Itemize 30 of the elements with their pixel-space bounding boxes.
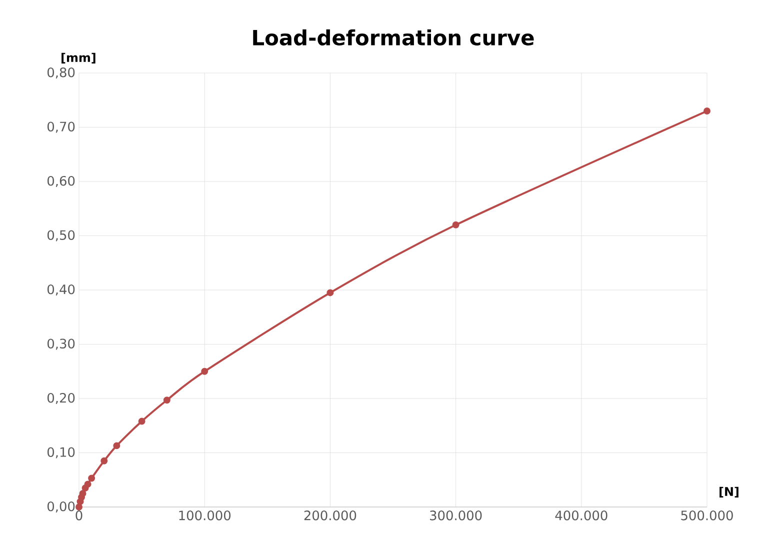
x-tick-label: 100.000 — [179, 510, 230, 520]
x-tick-label: 400.000 — [555, 510, 608, 520]
y-tick-label: 0,40 — [48, 284, 75, 296]
point — [113, 442, 120, 450]
chart-title: Load-deformation curve — [253, 29, 534, 46]
point — [84, 480, 92, 488]
point — [100, 457, 108, 464]
point — [163, 396, 170, 404]
y-tick-label: 0,10 — [48, 447, 75, 458]
y-tick-label: 0,50 — [48, 230, 75, 242]
point — [326, 289, 334, 296]
y-tick-label: 0,00 — [48, 501, 75, 513]
y-tick-label: 0,20 — [48, 392, 75, 404]
x-tick-label: 0 — [76, 510, 82, 520]
y-tick-label: 0,30 — [48, 338, 75, 350]
x-axis-title: [N] — [720, 486, 738, 498]
point — [79, 490, 86, 497]
x-tick-label: 300.000 — [430, 510, 482, 520]
y-tick-label: 0,70 — [48, 122, 75, 133]
point — [76, 504, 82, 510]
y-tick-label: 0,60 — [48, 176, 75, 188]
x-tick-label: 500.000 — [681, 510, 733, 520]
y-tick-label: 0,80 — [48, 67, 75, 79]
x-tick-label: 200.000 — [304, 510, 356, 520]
y-axis-title: [mm] — [62, 52, 96, 64]
point — [88, 474, 96, 482]
point — [138, 418, 146, 425]
point — [452, 221, 460, 228]
point — [704, 107, 710, 114]
point — [201, 368, 208, 375]
